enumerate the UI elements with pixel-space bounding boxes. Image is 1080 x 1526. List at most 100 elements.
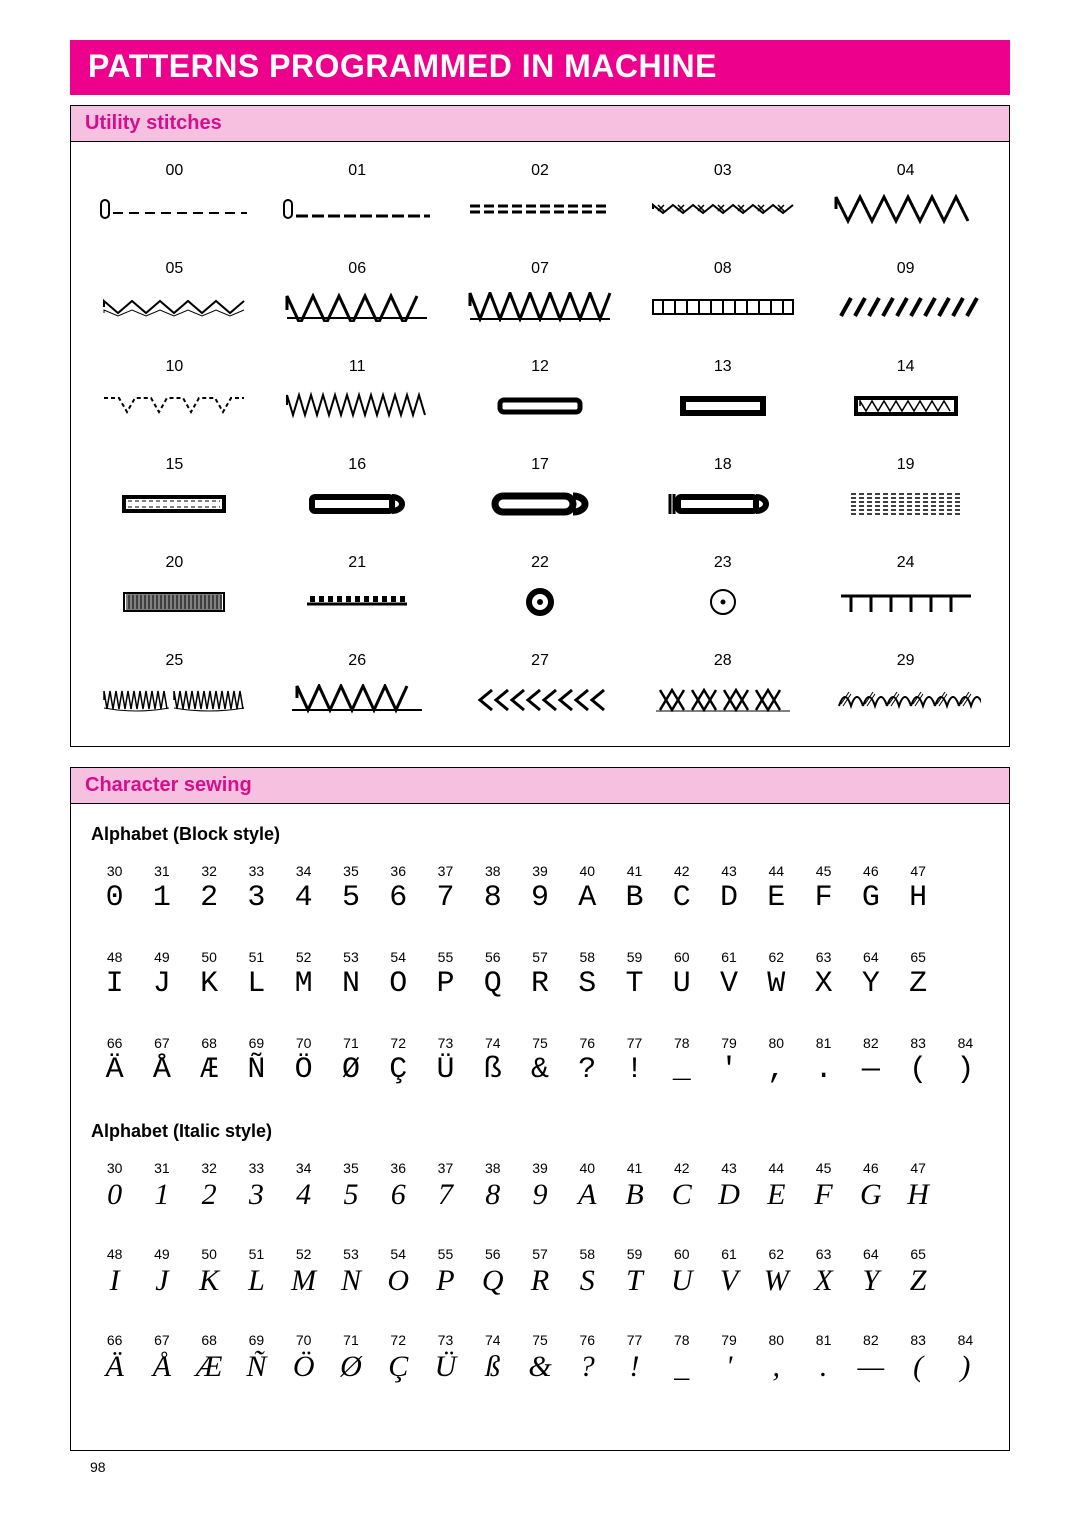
char-glyph: S — [564, 1266, 611, 1298]
char-glyph: & — [516, 1055, 563, 1087]
char-glyph: Ö — [280, 1352, 327, 1384]
char-number — [942, 949, 989, 967]
char-cell: 322 — [186, 1160, 233, 1212]
char-glyph: 6 — [375, 1180, 422, 1212]
block-style-label: Alphabet (Block style) — [91, 824, 989, 845]
char-number: 59 — [611, 949, 658, 967]
stitch-cell-20: 20 — [91, 554, 258, 616]
char-cell: 52M — [280, 949, 327, 1001]
stitch-number: 03 — [714, 162, 732, 180]
char-glyph: O — [375, 969, 422, 1001]
char-number: 46 — [847, 863, 894, 881]
char-cell: 61V — [705, 1246, 752, 1298]
char-glyph: 1 — [138, 1180, 185, 1212]
char-glyph: A — [564, 1180, 611, 1212]
char-number: 53 — [327, 1246, 374, 1264]
char-glyph: U — [658, 1266, 705, 1298]
char-number: 44 — [753, 863, 800, 881]
stitch-cell-08: 08 — [639, 260, 806, 322]
char-glyph: D — [705, 1180, 752, 1212]
char-number: 41 — [611, 863, 658, 881]
char-number: 60 — [658, 949, 705, 967]
char-glyph: Y — [847, 969, 894, 1001]
char-number: 75 — [516, 1332, 563, 1350]
char-number: 33 — [233, 863, 280, 881]
char-cell: 73Ü — [422, 1332, 469, 1384]
char-glyph — [942, 883, 989, 915]
char-number: 69 — [233, 1035, 280, 1053]
char-cell — [942, 863, 989, 915]
stitch-cell-14: 14 — [822, 358, 989, 420]
char-number: 74 — [469, 1332, 516, 1350]
char-glyph: T — [611, 1266, 658, 1298]
char-glyph: Q — [469, 1266, 516, 1298]
char-glyph: ( — [894, 1055, 941, 1087]
stitch-cell-12: 12 — [457, 358, 624, 420]
char-number: 55 — [422, 949, 469, 967]
char-number — [942, 1160, 989, 1178]
char-glyph: R — [516, 1266, 563, 1298]
char-glyph: I — [91, 1266, 138, 1298]
stitch-cell-10: 10 — [91, 358, 258, 420]
char-cell: 46G — [847, 863, 894, 915]
char-cell: 43D — [705, 1160, 752, 1212]
char-number: 39 — [516, 863, 563, 881]
char-number: 48 — [91, 949, 138, 967]
stitch-cell-04: 04 — [822, 162, 989, 224]
char-number: 65 — [894, 949, 941, 967]
char-number: 75 — [516, 1035, 563, 1053]
char-number: 38 — [469, 863, 516, 881]
char-glyph: Y — [847, 1266, 894, 1298]
char-number: 57 — [516, 949, 563, 967]
char-cell: 311 — [138, 863, 185, 915]
char-number: 77 — [611, 1035, 658, 1053]
char-number: 70 — [280, 1332, 327, 1350]
char-glyph: 1 — [138, 883, 185, 915]
char-number: 84 — [942, 1332, 989, 1350]
char-cell: 58S — [564, 1246, 611, 1298]
char-cell: 83( — [894, 1332, 941, 1384]
stitch-number: 06 — [348, 260, 366, 278]
char-glyph: ( — [894, 1352, 941, 1384]
char-number: 81 — [800, 1035, 847, 1053]
stitch-cell-11: 11 — [274, 358, 441, 420]
char-number: 42 — [658, 863, 705, 881]
char-number: 73 — [422, 1035, 469, 1053]
char-glyph: B — [611, 1180, 658, 1212]
stitch-number: 11 — [349, 358, 366, 376]
char-glyph: Ç — [375, 1352, 422, 1384]
char-cell: 51L — [233, 949, 280, 1001]
char-number: 56 — [469, 949, 516, 967]
char-cell: 55P — [422, 949, 469, 1001]
char-glyph: Å — [138, 1055, 185, 1087]
stitch-cell-05: 05 — [91, 260, 258, 322]
char-cell: 66Ä — [91, 1332, 138, 1384]
char-glyph: H — [894, 1180, 941, 1212]
stitch-number: 00 — [166, 162, 184, 180]
char-cell: 300 — [91, 863, 138, 915]
stitch-number: 23 — [714, 554, 732, 572]
char-number: 71 — [327, 1332, 374, 1350]
char-cell: 84) — [942, 1035, 989, 1087]
char-glyph: Ä — [91, 1352, 138, 1384]
char-number: 76 — [564, 1035, 611, 1053]
char-glyph: F — [800, 1180, 847, 1212]
char-number: 72 — [375, 1035, 422, 1053]
char-cell: 79' — [705, 1332, 752, 1384]
stitch-number: 10 — [166, 358, 184, 376]
char-cell: 61V — [705, 949, 752, 1001]
char-cell: 51L — [233, 1246, 280, 1298]
char-number: 60 — [658, 1246, 705, 1264]
page-title-banner: PATTERNS PROGRAMMED IN MACHINE — [70, 40, 1010, 95]
char-number: 41 — [611, 1160, 658, 1178]
char-glyph: 3 — [233, 883, 280, 915]
italic-style-label: Alphabet (Italic style) — [91, 1121, 989, 1142]
char-glyph: _ — [658, 1352, 705, 1384]
stitch-grid: 0001020304050607080910111213141516171819… — [91, 162, 989, 714]
char-number: 78 — [658, 1035, 705, 1053]
char-number: 79 — [705, 1035, 752, 1053]
char-number: 68 — [186, 1332, 233, 1350]
utility-section: Utility stitches 00010203040506070809101… — [70, 105, 1010, 747]
char-cell: 83( — [894, 1035, 941, 1087]
char-cell: 81. — [800, 1332, 847, 1384]
